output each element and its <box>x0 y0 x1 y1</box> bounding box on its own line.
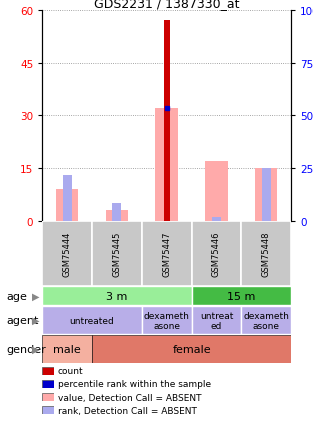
Text: dexameth
asone: dexameth asone <box>243 311 289 330</box>
Text: value, Detection Call = ABSENT: value, Detection Call = ABSENT <box>58 393 201 401</box>
Bar <box>241 221 291 286</box>
Text: GSM75444: GSM75444 <box>63 231 72 276</box>
Text: male: male <box>53 344 81 354</box>
Bar <box>92 221 142 286</box>
Bar <box>205 162 228 221</box>
Bar <box>156 109 178 221</box>
Text: ▶: ▶ <box>32 344 40 354</box>
Text: GSM75448: GSM75448 <box>262 231 271 276</box>
Bar <box>92 335 291 363</box>
Bar <box>142 221 192 286</box>
Text: female: female <box>172 344 211 354</box>
Bar <box>112 204 121 221</box>
Text: rank, Detection Call = ABSENT: rank, Detection Call = ABSENT <box>58 406 197 414</box>
Text: agent: agent <box>6 316 38 326</box>
Text: 3 m: 3 m <box>106 291 128 301</box>
Text: count: count <box>58 367 84 375</box>
Bar <box>42 306 142 335</box>
Title: GDS2231 / 1387330_at: GDS2231 / 1387330_at <box>94 0 239 10</box>
Text: untreated: untreated <box>70 316 114 325</box>
Bar <box>255 169 277 221</box>
Text: ▶: ▶ <box>32 291 40 301</box>
Bar <box>42 287 192 306</box>
Bar <box>192 306 241 335</box>
Bar <box>63 176 72 221</box>
Text: age: age <box>6 291 27 301</box>
Text: untreat
ed: untreat ed <box>200 311 233 330</box>
Bar <box>192 287 291 306</box>
Text: gender: gender <box>6 344 46 354</box>
Text: ▶: ▶ <box>32 316 40 326</box>
Text: percentile rank within the sample: percentile rank within the sample <box>58 380 211 388</box>
Text: 15 m: 15 m <box>227 291 255 301</box>
Text: GSM75446: GSM75446 <box>212 231 221 276</box>
Text: dexameth
asone: dexameth asone <box>144 311 190 330</box>
Bar <box>192 221 241 286</box>
Bar <box>241 306 291 335</box>
Text: GSM75445: GSM75445 <box>112 231 121 276</box>
Bar <box>56 190 78 221</box>
Bar <box>164 21 170 221</box>
Bar <box>262 169 271 221</box>
Bar <box>212 218 221 221</box>
Bar <box>142 306 192 335</box>
Bar <box>42 221 92 286</box>
Text: GSM75447: GSM75447 <box>162 231 171 276</box>
Bar <box>42 335 92 363</box>
Bar <box>106 211 128 221</box>
